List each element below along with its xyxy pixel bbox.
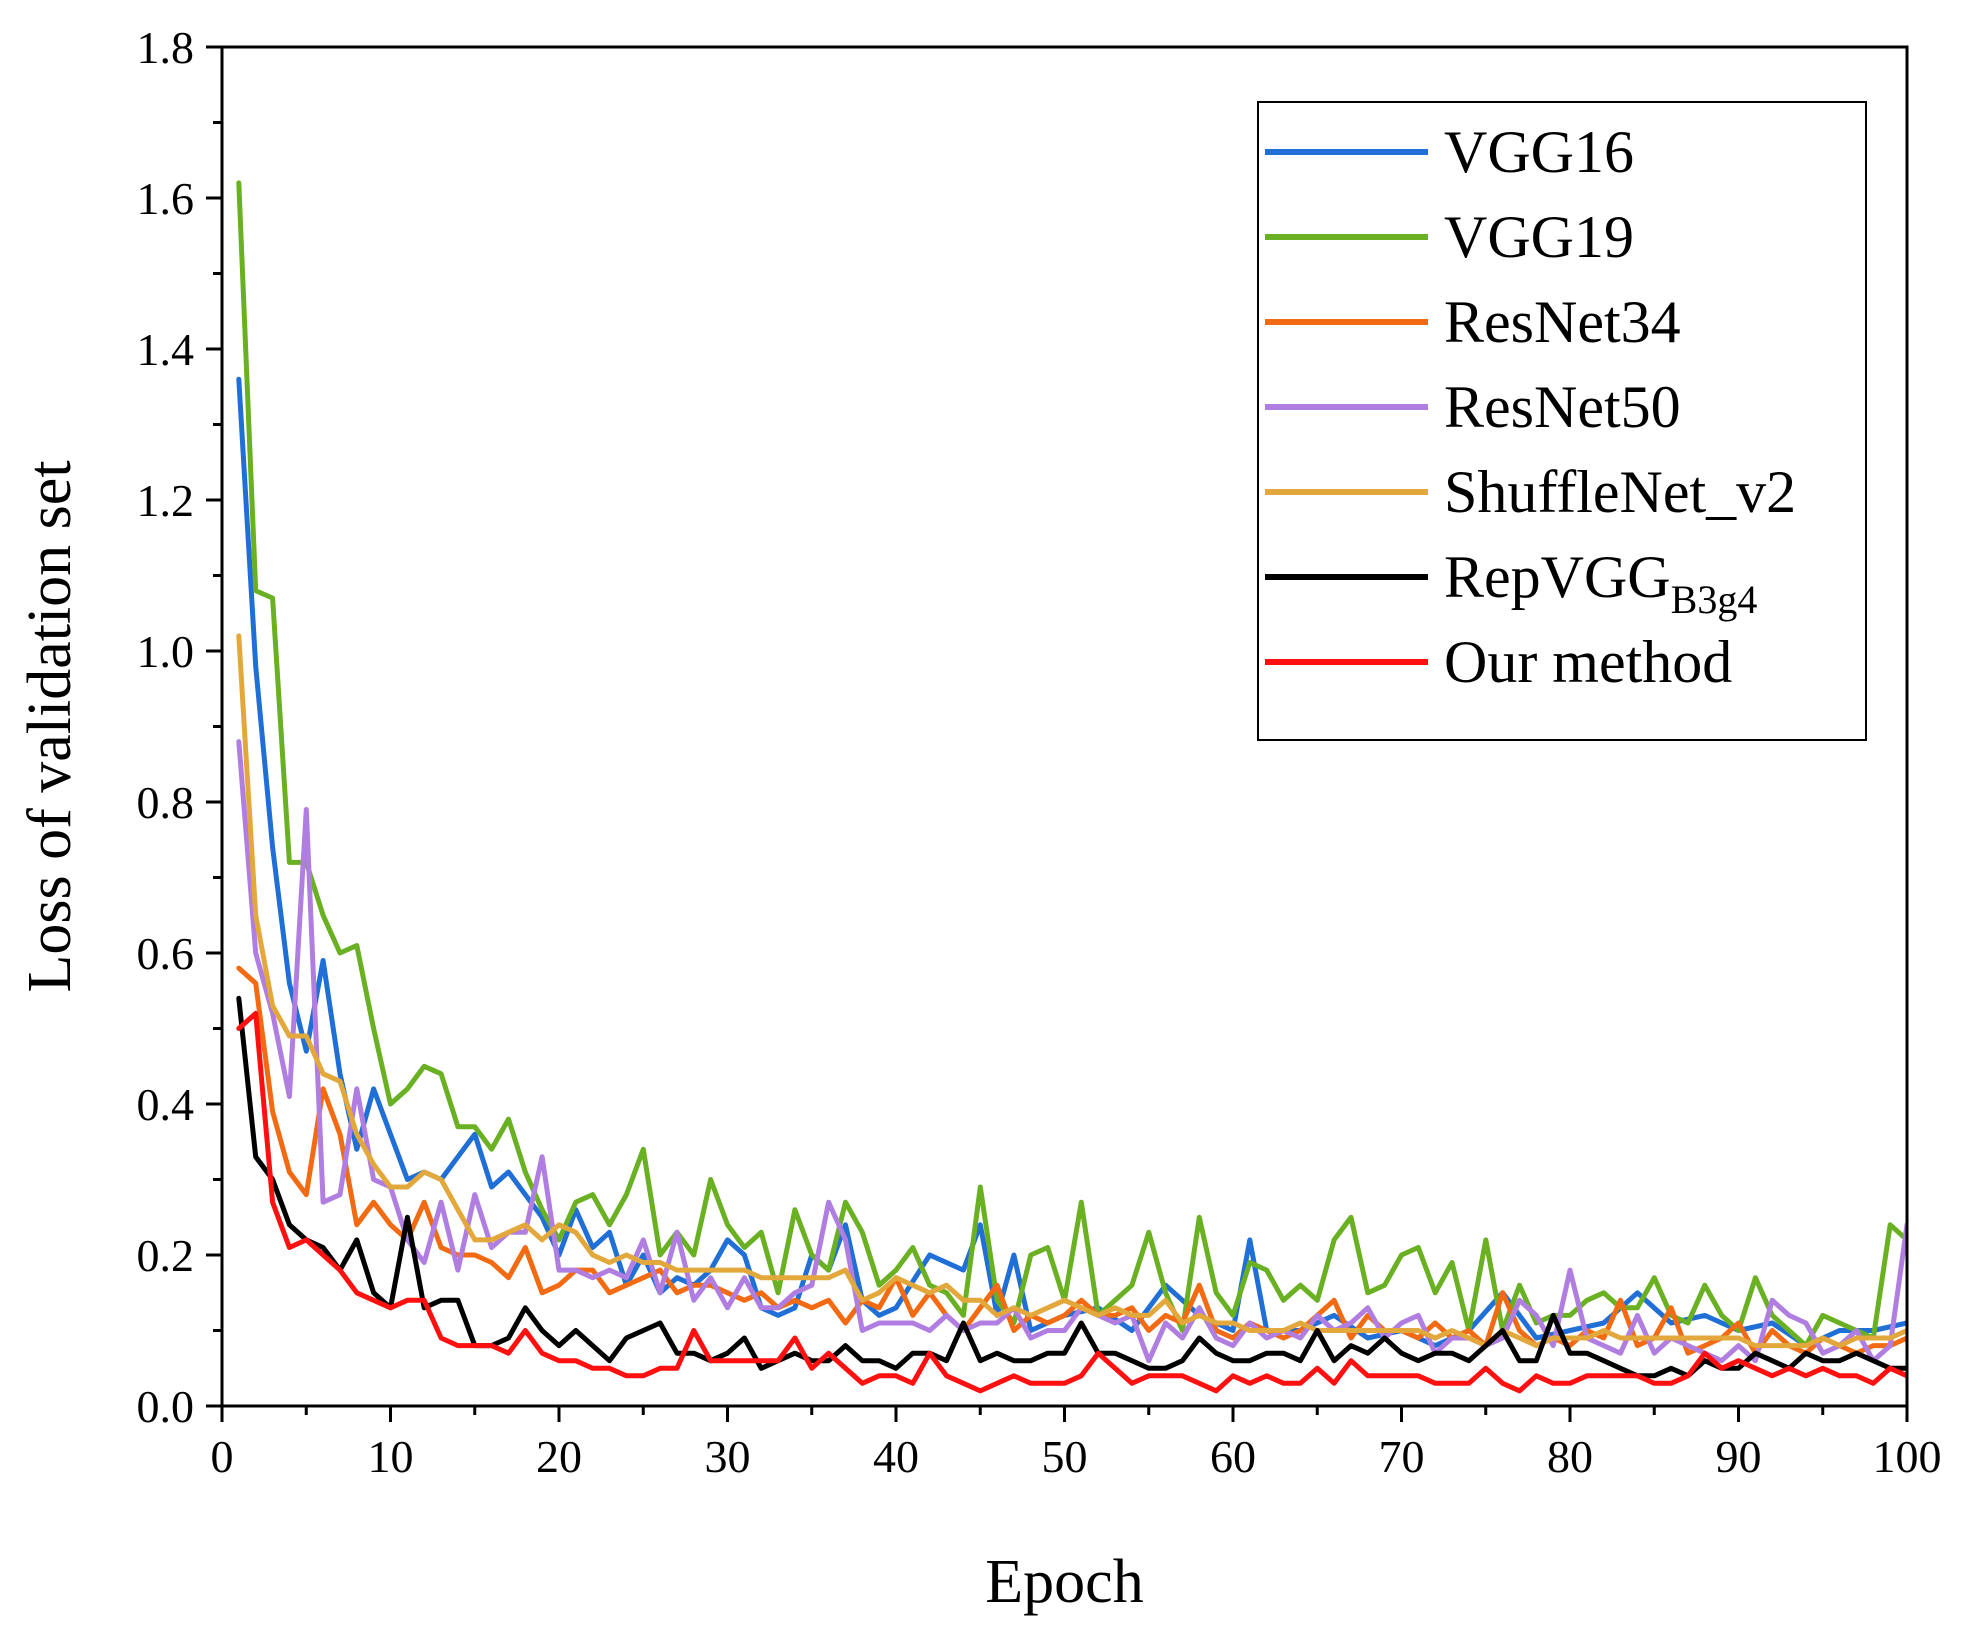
- x-tick-label: 10: [368, 1431, 414, 1482]
- y-tick-label: 0.4: [137, 1079, 195, 1130]
- y-tick-label: 1.6: [137, 173, 195, 224]
- x-tick-label: 40: [873, 1431, 919, 1482]
- x-tick-label: 50: [1042, 1431, 1088, 1482]
- x-axis-title: Epoch: [985, 1548, 1143, 1616]
- plot-lines: [236, 180, 1907, 1394]
- legend-box: [1257, 101, 1867, 741]
- legend: VGG16 VGG19 ResNet34 ResNet50 ShuffleNet_v2 R…: [1257, 101, 1867, 741]
- x-tick-label: 0: [211, 1431, 234, 1482]
- y-axis-title: Loss of validation set: [16, 460, 84, 992]
- series-line-vgg19: [236, 180, 1907, 1349]
- legend-label: ResNet50: [1444, 374, 1681, 440]
- series-line-our-method: [236, 1010, 1907, 1394]
- legend-label: ResNet34: [1444, 289, 1681, 355]
- y-tick-label: 1.8: [137, 22, 195, 73]
- y-tick-label: 1.4: [137, 324, 195, 375]
- legend-label: VGG16: [1444, 119, 1634, 185]
- y-tick-label: 0.6: [137, 928, 195, 979]
- y-tick-label: 0.8: [137, 777, 195, 828]
- series-line-repvgg: [236, 995, 1907, 1379]
- x-tick-label: 90: [1716, 1431, 1762, 1482]
- x-tick-label: 100: [1873, 1431, 1942, 1482]
- y-tick-label: 1.2: [137, 475, 195, 526]
- x-tick-label: 70: [1379, 1431, 1425, 1482]
- series-line-resnet50: [236, 739, 1907, 1364]
- legend-label: ShuffleNet_v2: [1444, 459, 1796, 525]
- legend-label: RepVGGB3g4: [1444, 544, 1757, 622]
- legend-label: VGG19: [1444, 204, 1634, 270]
- legend-label: Our method: [1444, 629, 1732, 695]
- x-tick-label: 20: [536, 1431, 582, 1482]
- x-tick-label: 80: [1547, 1431, 1593, 1482]
- axis-ticks: 0 10 20 30 40 50 60 70 80 90 100 0.0 0.2 0.4 0.6 0.8 1.0…: [137, 22, 1942, 1482]
- x-tick-label: 60: [1210, 1431, 1256, 1482]
- series-line-resnet34: [236, 965, 1907, 1356]
- series-line-shufflenet-v2: [236, 633, 1907, 1349]
- y-tick-label: 0.0: [137, 1381, 195, 1432]
- x-tick-label: 30: [705, 1431, 751, 1482]
- y-tick-label: 1.0: [137, 626, 195, 677]
- y-tick-label: 0.2: [137, 1230, 195, 1281]
